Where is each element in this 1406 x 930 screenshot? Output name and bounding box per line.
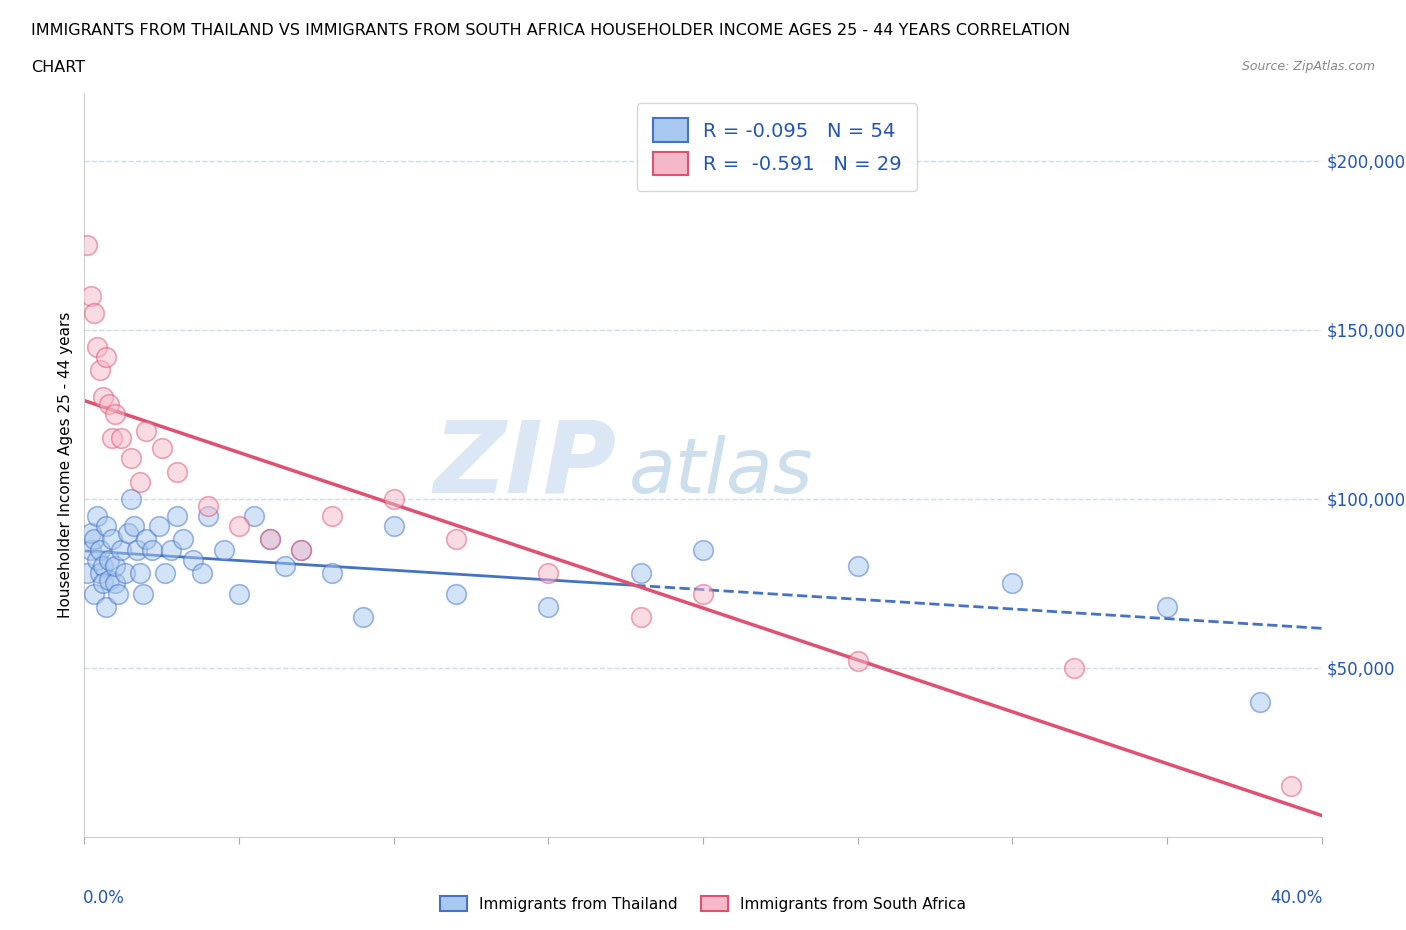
- Point: [172, 532, 194, 547]
- Point: [321, 509, 343, 524]
- Text: atlas: atlas: [628, 435, 813, 510]
- Point: [1156, 600, 1178, 615]
- Point: [89, 542, 111, 557]
- Point: [290, 542, 312, 557]
- Point: [191, 565, 214, 580]
- Point: [135, 424, 157, 439]
- Point: [274, 559, 297, 574]
- Point: [120, 451, 142, 466]
- Point: [94, 518, 117, 533]
- Point: [630, 610, 652, 625]
- Text: ZIP: ZIP: [433, 417, 616, 513]
- Point: [166, 509, 188, 524]
- Point: [104, 576, 127, 591]
- Point: [692, 542, 714, 557]
- Point: [79, 542, 101, 557]
- Point: [148, 518, 170, 533]
- Point: [110, 431, 132, 445]
- Point: [290, 542, 312, 557]
- Point: [1249, 695, 1271, 710]
- Point: [846, 559, 869, 574]
- Point: [79, 288, 101, 303]
- Point: [141, 542, 163, 557]
- Point: [212, 542, 235, 557]
- Point: [117, 525, 139, 540]
- Point: [153, 565, 176, 580]
- Point: [181, 552, 204, 567]
- Text: CHART: CHART: [31, 60, 84, 75]
- Point: [1063, 660, 1085, 675]
- Point: [89, 565, 111, 580]
- Point: [86, 339, 108, 354]
- Point: [94, 600, 117, 615]
- Point: [122, 518, 145, 533]
- Point: [444, 532, 467, 547]
- Point: [114, 565, 136, 580]
- Text: Source: ZipAtlas.com: Source: ZipAtlas.com: [1241, 60, 1375, 73]
- Point: [150, 441, 173, 456]
- Point: [321, 565, 343, 580]
- Text: 0.0%: 0.0%: [83, 889, 125, 907]
- Point: [98, 397, 121, 412]
- Point: [98, 552, 121, 567]
- Point: [630, 565, 652, 580]
- Point: [104, 559, 127, 574]
- Point: [537, 565, 560, 580]
- Point: [94, 350, 117, 365]
- Point: [83, 532, 105, 547]
- Point: [352, 610, 374, 625]
- Point: [197, 509, 219, 524]
- Point: [101, 431, 124, 445]
- Legend: Immigrants from Thailand, Immigrants from South Africa: Immigrants from Thailand, Immigrants fro…: [433, 889, 973, 918]
- Point: [107, 586, 129, 601]
- Point: [129, 474, 152, 489]
- Point: [382, 491, 405, 506]
- Text: 40.0%: 40.0%: [1271, 889, 1323, 907]
- Point: [259, 532, 281, 547]
- Point: [89, 363, 111, 378]
- Point: [444, 586, 467, 601]
- Point: [76, 565, 98, 580]
- Point: [1279, 778, 1302, 793]
- Text: IMMIGRANTS FROM THAILAND VS IMMIGRANTS FROM SOUTH AFRICA HOUSEHOLDER INCOME AGES: IMMIGRANTS FROM THAILAND VS IMMIGRANTS F…: [31, 23, 1070, 38]
- Point: [537, 600, 560, 615]
- Point: [76, 238, 98, 253]
- Point: [91, 390, 114, 405]
- Point: [259, 532, 281, 547]
- Point: [197, 498, 219, 513]
- Point: [79, 525, 101, 540]
- Point: [166, 464, 188, 479]
- Point: [132, 586, 155, 601]
- Point: [692, 586, 714, 601]
- Point: [1001, 576, 1024, 591]
- Point: [228, 518, 250, 533]
- Point: [98, 573, 121, 588]
- Point: [83, 305, 105, 320]
- Point: [83, 586, 105, 601]
- Point: [846, 654, 869, 669]
- Point: [110, 542, 132, 557]
- Point: [120, 491, 142, 506]
- Point: [101, 532, 124, 547]
- Point: [86, 509, 108, 524]
- Point: [243, 509, 266, 524]
- Point: [382, 518, 405, 533]
- Point: [129, 565, 152, 580]
- Y-axis label: Householder Income Ages 25 - 44 years: Householder Income Ages 25 - 44 years: [58, 312, 73, 618]
- Point: [135, 532, 157, 547]
- Legend: R = -0.095   N = 54, R =  -0.591   N = 29: R = -0.095 N = 54, R = -0.591 N = 29: [637, 102, 917, 191]
- Point: [86, 552, 108, 567]
- Point: [228, 586, 250, 601]
- Point: [160, 542, 183, 557]
- Point: [91, 576, 114, 591]
- Point: [104, 406, 127, 421]
- Point: [91, 559, 114, 574]
- Point: [125, 542, 148, 557]
